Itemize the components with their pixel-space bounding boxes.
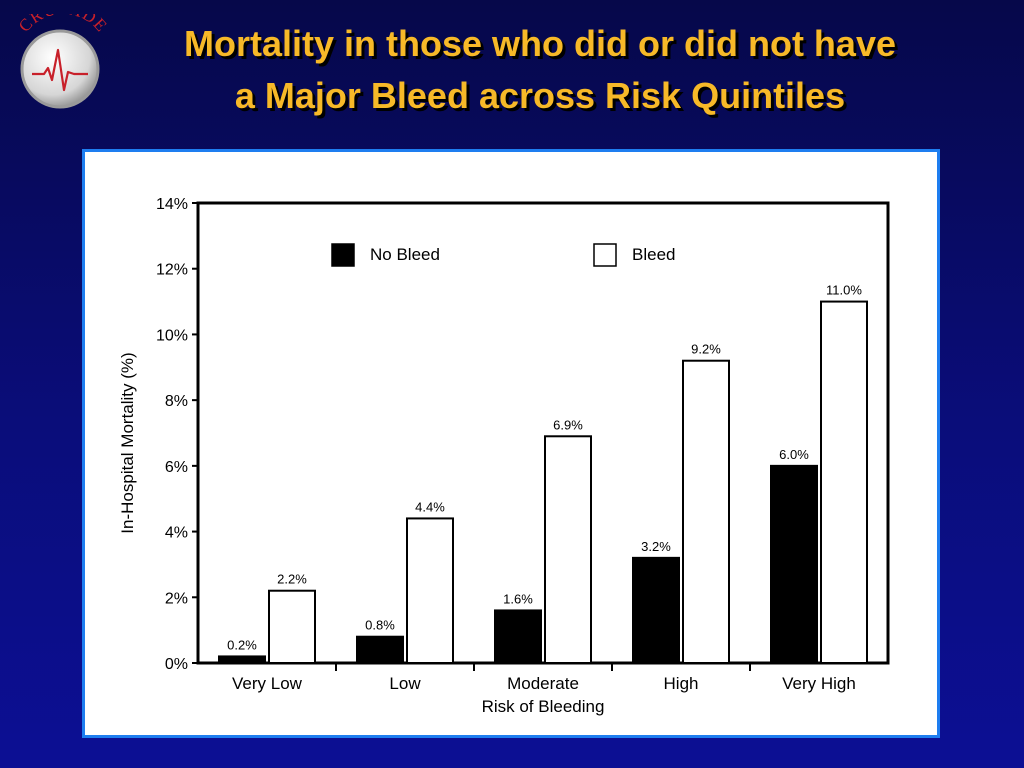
bar-bleed xyxy=(820,300,868,664)
bar-bleed xyxy=(682,359,730,664)
data-label: 2.2% xyxy=(277,572,307,587)
x-tick-label: Low xyxy=(389,674,421,693)
x-tick-label: Moderate xyxy=(507,674,579,693)
title-line-1: Mortality in those who did or did not ha… xyxy=(183,23,896,64)
title-line-2: a Major Bleed across Risk Quintiles xyxy=(234,75,846,116)
data-label: 4.4% xyxy=(415,499,445,514)
data-label: 6.0% xyxy=(779,447,809,462)
bar-no-bleed xyxy=(770,464,818,664)
y-tick-label: 6% xyxy=(165,459,188,476)
y-tick-label: 8% xyxy=(165,393,188,410)
plot-frame xyxy=(196,201,890,665)
y-tick-label: 2% xyxy=(165,590,188,607)
crusade-logo: CRUSADE xyxy=(8,0,118,114)
legend-label: Bleed xyxy=(632,245,675,264)
data-label: 6.9% xyxy=(553,417,583,432)
data-label: 0.2% xyxy=(227,637,257,652)
y-tick-label: 0% xyxy=(165,656,188,673)
y-tick-label: 14% xyxy=(156,196,188,213)
legend-label: No Bleed xyxy=(370,245,440,264)
y-tick-label: 10% xyxy=(156,327,188,344)
data-label: 1.6% xyxy=(503,591,533,606)
x-tick-label: Very High xyxy=(782,674,856,693)
slide-title: Mortality in those who did or did not ha… xyxy=(110,18,970,122)
data-label: 11.0% xyxy=(826,283,862,298)
data-label: 0.8% xyxy=(365,618,395,633)
y-tick-label: 4% xyxy=(165,525,188,542)
bar-bleed xyxy=(544,435,592,664)
x-axis-label: Risk of Bleeding xyxy=(482,697,605,716)
ecg-heartbeat-icon xyxy=(32,48,88,92)
bar-bleed xyxy=(268,589,316,665)
data-label: 3.2% xyxy=(641,539,671,554)
bar-no-bleed xyxy=(632,556,680,665)
bar-chart: 0% 2% 4% 6% 8% 10% 12% 14% In-Hospital Mortality… xyxy=(118,196,890,716)
data-label: 9.2% xyxy=(691,342,721,357)
y-axis-label: In-Hospital Mortality (%) xyxy=(118,352,137,533)
x-tick-label: Very Low xyxy=(232,674,303,693)
legend-swatch-no-bleed xyxy=(331,243,355,267)
bar-no-bleed xyxy=(494,609,542,664)
bar-no-bleed xyxy=(356,635,404,665)
bar-bleed xyxy=(406,517,454,664)
bar-no-bleed xyxy=(218,655,266,664)
x-tick-label: High xyxy=(664,674,699,693)
y-tick-label: 12% xyxy=(156,262,188,279)
chart-panel: 0% 2% 4% 6% 8% 10% 12% 14% In-Hospital Mortality… xyxy=(82,149,940,738)
legend-swatch-bleed xyxy=(593,243,617,267)
